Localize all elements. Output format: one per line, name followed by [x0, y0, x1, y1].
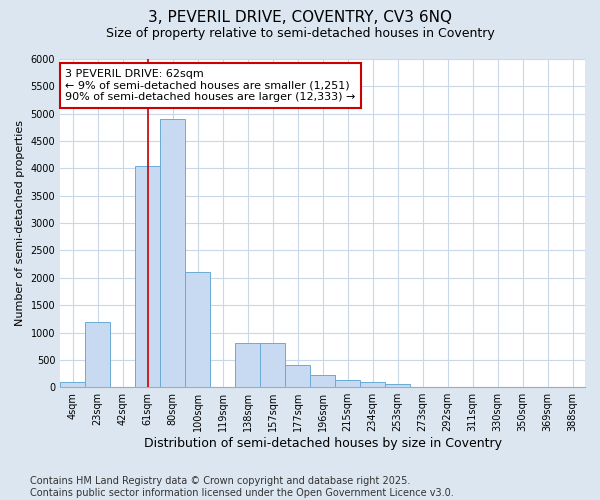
- Bar: [135, 166, 160, 387]
- Text: 3, PEVERIL DRIVE, COVENTRY, CV3 6NQ: 3, PEVERIL DRIVE, COVENTRY, CV3 6NQ: [148, 10, 452, 25]
- Bar: [235, 344, 260, 387]
- Bar: [385, 384, 410, 387]
- Text: 3 PEVERIL DRIVE: 62sqm
← 9% of semi-detached houses are smaller (1,251)
90% of s: 3 PEVERIL DRIVE: 62sqm ← 9% of semi-deta…: [65, 69, 356, 102]
- Bar: [335, 380, 360, 387]
- Text: Contains HM Land Registry data © Crown copyright and database right 2025.
Contai: Contains HM Land Registry data © Crown c…: [30, 476, 454, 498]
- Y-axis label: Number of semi-detached properties: Number of semi-detached properties: [15, 120, 25, 326]
- Bar: [360, 382, 385, 387]
- Bar: [285, 366, 310, 387]
- Bar: [85, 322, 110, 387]
- Text: Size of property relative to semi-detached houses in Coventry: Size of property relative to semi-detach…: [106, 28, 494, 40]
- X-axis label: Distribution of semi-detached houses by size in Coventry: Distribution of semi-detached houses by …: [143, 437, 502, 450]
- Bar: [260, 344, 285, 387]
- Bar: [310, 375, 335, 387]
- Bar: [60, 382, 85, 387]
- Bar: [160, 119, 185, 387]
- Bar: [185, 272, 210, 387]
